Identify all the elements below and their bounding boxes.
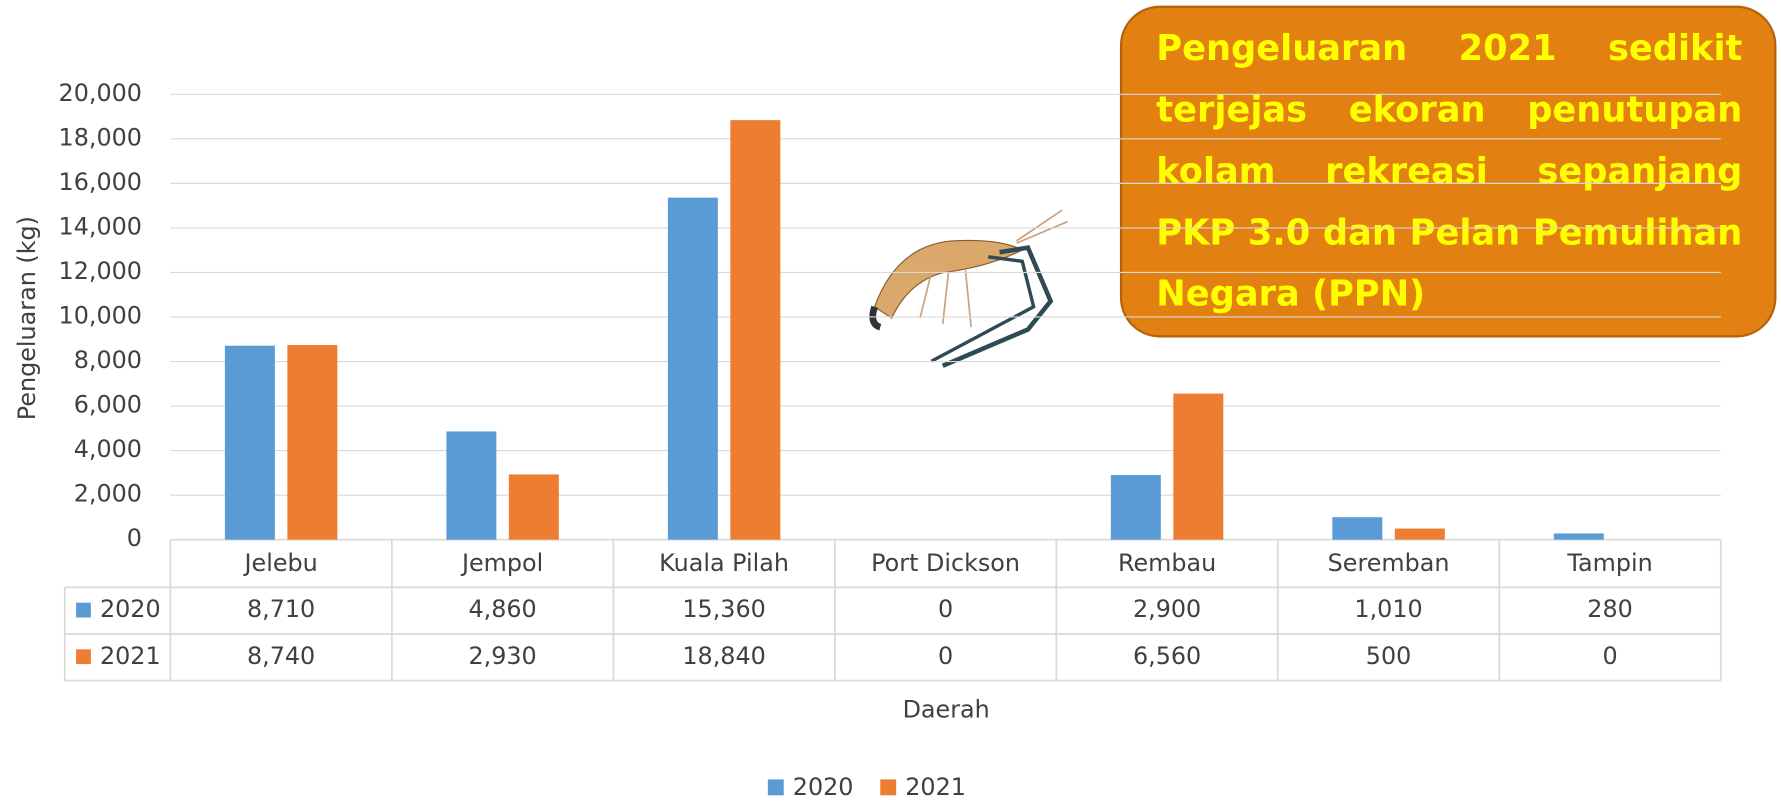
table-row-header: 2020	[100, 595, 161, 623]
table-value: 15,360	[682, 595, 765, 623]
y-tick-label: 0	[127, 524, 142, 552]
chart: Pengeluaran (kg) Daerah Pengeluaran 2021…	[0, 0, 1781, 801]
table-legend-swatch	[76, 649, 91, 664]
table-value: 6,560	[1133, 642, 1201, 670]
bar	[1111, 475, 1161, 540]
annotation: Pengeluaran 2021 sedikit terjejas ekoran…	[1156, 18, 1742, 325]
legend-label: 2021	[905, 773, 966, 801]
y-axis-title: Pengeluaran (kg)	[13, 216, 41, 420]
bar	[509, 474, 559, 539]
bar	[287, 345, 337, 540]
y-tick-label: 6,000	[74, 391, 142, 419]
y-tick-label: 14,000	[59, 212, 142, 240]
table-value: 2,900	[1133, 595, 1201, 623]
annotation-holder: Pengeluaran 2021 sedikit terjejas ekoran…	[1156, 18, 1742, 336]
bar	[1332, 517, 1382, 539]
y-tick-label: 8,000	[74, 346, 142, 374]
y-tick-label: 4,000	[74, 435, 142, 463]
bar	[446, 431, 496, 539]
table-value: 0	[938, 595, 953, 623]
bar	[668, 198, 718, 540]
table-value: 0	[938, 642, 953, 670]
y-tick-label: 10,000	[59, 301, 142, 329]
x-tick-label: Rembau	[1118, 549, 1216, 577]
table-row-header: 2021	[100, 642, 161, 670]
x-tick-label: Port Dickson	[871, 549, 1020, 577]
shrimp-illustration	[873, 210, 1068, 366]
bar	[225, 346, 275, 540]
bar	[1395, 529, 1445, 540]
bar	[1554, 533, 1604, 539]
y-tick-label: 20,000	[59, 79, 142, 107]
x-tick-label: Tampin	[1566, 549, 1652, 577]
legend-swatch	[768, 779, 784, 795]
table-value: 2,930	[468, 642, 536, 670]
y-tick-label: 12,000	[59, 257, 142, 285]
table-value: 4,860	[468, 595, 536, 623]
y-tick-label: 18,000	[59, 123, 142, 151]
table-value: 0	[1602, 642, 1617, 670]
table-value: 8,740	[247, 642, 315, 670]
x-axis-title: Daerah	[903, 696, 990, 724]
y-tick-label: 16,000	[59, 168, 142, 196]
legend-swatch	[880, 779, 896, 795]
table-value: 18,840	[682, 642, 765, 670]
x-tick-label: Jelebu	[243, 549, 318, 577]
table-value: 500	[1366, 642, 1412, 670]
table-value: 8,710	[247, 595, 315, 623]
x-tick-label: Kuala Pilah	[659, 549, 789, 577]
x-tick-label: Jempol	[460, 549, 543, 577]
bar	[730, 120, 780, 540]
bar	[1173, 394, 1223, 540]
table-value: 1,010	[1354, 595, 1422, 623]
table-legend-swatch	[76, 603, 91, 618]
x-tick-label: Seremban	[1328, 549, 1450, 577]
y-tick-label: 2,000	[74, 480, 142, 508]
legend-label: 2020	[793, 773, 854, 801]
table-value: 280	[1587, 595, 1633, 623]
